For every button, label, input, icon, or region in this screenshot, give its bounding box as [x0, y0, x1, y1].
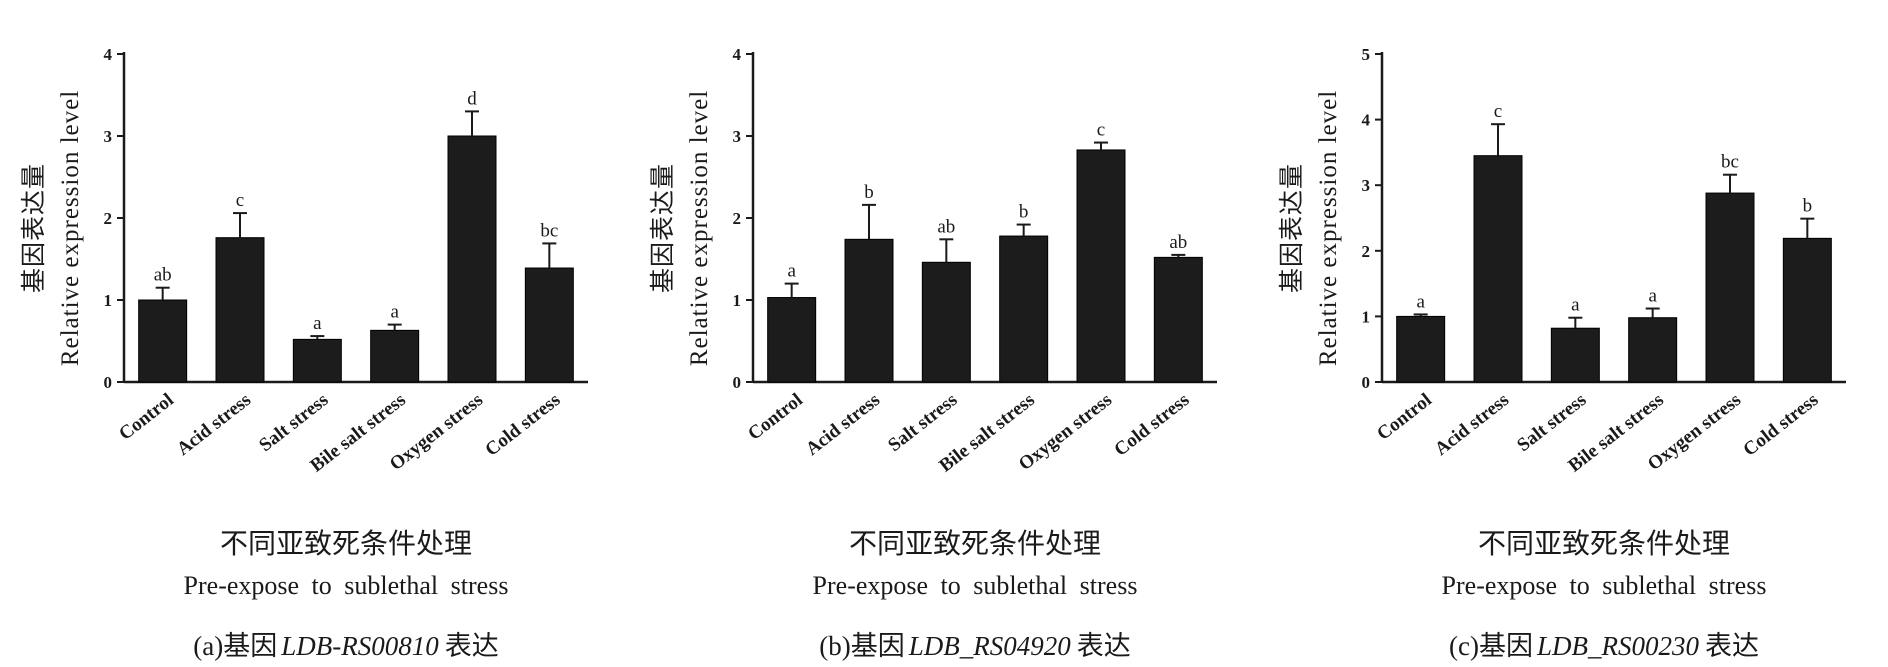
caption-panel-label: (c)基因	[1449, 631, 1533, 661]
significance-label: a	[390, 302, 399, 323]
caption-panel-label: (b)基因	[819, 631, 904, 661]
y-tick-label: 5	[1362, 45, 1371, 64]
significance-label: b	[1803, 196, 1813, 217]
x-tick-label: Salt stress	[255, 389, 332, 456]
caption-gene-name: LDB_RS00230	[1536, 631, 1700, 661]
chart-svg: 0 1 2 3 4 5 基因表达量 Relative expression level a Con…	[1278, 45, 1846, 661]
bar	[1782, 237, 1832, 383]
panel-caption: (c)基因 LDB_RS00230 表达	[1449, 631, 1759, 661]
x-axis-label-en: Pre-expose to sublethal stress	[184, 571, 509, 600]
bar	[447, 135, 497, 383]
significance-label: a	[1416, 291, 1425, 312]
y-axis-label-cn: 基因表达量	[1278, 163, 1306, 293]
bar	[999, 235, 1049, 383]
significance-label: a	[1648, 286, 1657, 307]
x-axis-label-en: Pre-expose to sublethal stress	[1442, 571, 1767, 600]
x-tick-label: Acid stress	[1431, 389, 1513, 460]
chart-svg: 0 1 2 3 4 基因表达量 Relative expression level a Cont…	[649, 45, 1217, 661]
x-axis-label-cn: 不同亚致死条件处理	[849, 528, 1101, 560]
bar	[215, 237, 265, 383]
y-tick-label: 3	[1362, 176, 1371, 195]
bar	[292, 338, 342, 383]
y-tick-label: 4	[1362, 111, 1371, 130]
y-tick-label: 2	[733, 209, 742, 228]
bar	[1705, 192, 1755, 383]
significance-label: c	[1494, 101, 1502, 122]
significance-label: bc	[540, 220, 558, 241]
x-tick-label: Salt stress	[1513, 389, 1590, 456]
y-tick-label: 2	[104, 209, 113, 228]
x-axis-label-cn: 不同亚致死条件处理	[220, 528, 472, 560]
significance-label: d	[467, 88, 477, 109]
x-tick-label: Cold stress	[481, 389, 564, 460]
significance-label: a	[1571, 295, 1580, 316]
significance-label: ab	[154, 265, 172, 286]
significance-label: c	[236, 190, 244, 211]
bar	[370, 329, 420, 383]
caption-suffix: 表达	[1705, 631, 1759, 661]
y-tick-label: 0	[104, 373, 113, 392]
bar	[1473, 155, 1523, 383]
caption-gene-name: LDB-RS00810	[280, 631, 439, 661]
y-tick-label: 0	[733, 373, 742, 392]
significance-label: ab	[1169, 232, 1187, 253]
bar	[1396, 315, 1446, 383]
y-axis-label-cn: 基因表达量	[20, 163, 48, 293]
bar	[1550, 327, 1600, 383]
significance-label: b	[864, 182, 874, 203]
bar	[767, 297, 817, 383]
chart-panel-b: 0 1 2 3 4 基因表达量 Relative expression level a Cont…	[629, 0, 1258, 667]
x-tick-label: Control	[744, 389, 807, 444]
chart-svg: 0 1 2 3 4 基因表达量 Relative expression level ab Con…	[20, 45, 588, 661]
caption-suffix: 表达	[1077, 631, 1131, 661]
panel-caption: (b)基因 LDB_RS04920 表达	[819, 631, 1130, 661]
y-tick-label: 2	[1362, 242, 1371, 261]
y-tick-label: 1	[104, 291, 113, 310]
x-tick-label: Acid stress	[802, 389, 884, 460]
x-axis-label-en: Pre-expose to sublethal stress	[813, 571, 1138, 600]
caption-panel-label: (a)基因	[193, 631, 277, 661]
x-tick-label: Salt stress	[884, 389, 961, 456]
caption-suffix: 表达	[445, 631, 499, 661]
panel-caption: (a)基因 LDB-RS00810 表达	[193, 631, 498, 661]
x-tick-label: Cold stress	[1110, 389, 1193, 460]
y-tick-label: 4	[104, 45, 113, 64]
y-tick-label: 0	[1362, 373, 1371, 392]
y-axis-label-en: Relative expression level	[686, 90, 713, 366]
bar	[1076, 149, 1126, 383]
bar	[844, 238, 894, 383]
bar	[138, 299, 188, 383]
y-tick-label: 1	[1362, 307, 1371, 326]
significance-label: c	[1097, 120, 1105, 141]
x-tick-label: Acid stress	[173, 389, 255, 460]
significance-label: a	[313, 313, 322, 334]
caption-gene-name: LDB_RS04920	[908, 631, 1072, 661]
y-tick-label: 4	[733, 45, 742, 64]
y-tick-label: 3	[733, 127, 742, 146]
y-tick-label: 3	[104, 127, 113, 146]
x-tick-label: Control	[1373, 389, 1436, 444]
y-tick-label: 1	[733, 291, 742, 310]
y-axis-label-cn: 基因表达量	[649, 163, 677, 293]
bar	[524, 267, 574, 383]
bar	[921, 261, 971, 383]
chart-panel-c: 0 1 2 3 4 5 基因表达量 Relative expression level a Con…	[1258, 0, 1887, 667]
bar	[1153, 256, 1203, 383]
significance-label: ab	[937, 216, 955, 237]
chart-panel-a: 0 1 2 3 4 基因表达量 Relative expression level ab Con…	[0, 0, 629, 667]
x-tick-label: Cold stress	[1739, 389, 1822, 460]
bar	[1628, 317, 1678, 383]
x-axis-label-cn: 不同亚致死条件处理	[1478, 528, 1730, 560]
y-axis-label-en: Relative expression level	[57, 90, 84, 366]
significance-label: a	[787, 261, 796, 282]
y-axis-label-en: Relative expression level	[1315, 90, 1342, 366]
significance-label: b	[1019, 202, 1029, 223]
x-tick-label: Control	[115, 389, 178, 444]
significance-label: bc	[1721, 152, 1739, 173]
